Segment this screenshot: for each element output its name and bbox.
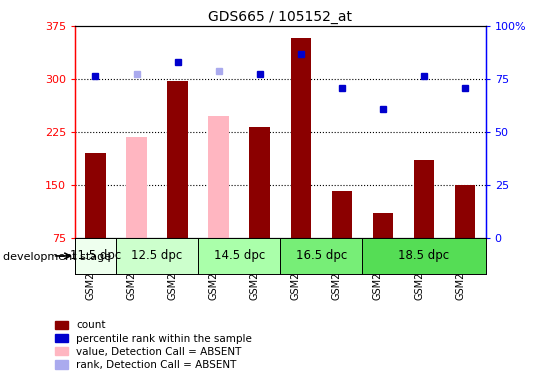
Bar <box>414 160 435 238</box>
Legend: count, percentile rank within the sample, value, Detection Call = ABSENT, rank, : count, percentile rank within the sample… <box>55 320 252 370</box>
Bar <box>209 116 229 238</box>
Bar <box>85 153 105 238</box>
Text: 11.5 dpc: 11.5 dpc <box>70 249 121 262</box>
Bar <box>127 137 147 238</box>
Bar <box>280 238 362 274</box>
Title: GDS665 / 105152_at: GDS665 / 105152_at <box>208 10 352 24</box>
Bar <box>75 238 116 274</box>
Bar <box>373 213 393 238</box>
Bar <box>362 238 486 274</box>
Bar <box>291 38 311 238</box>
Bar <box>455 185 475 238</box>
Text: 12.5 dpc: 12.5 dpc <box>132 249 183 262</box>
Text: development stage: development stage <box>3 252 111 262</box>
Bar <box>168 81 188 238</box>
Bar <box>250 127 270 238</box>
Bar <box>332 191 352 238</box>
Text: 16.5 dpc: 16.5 dpc <box>296 249 347 262</box>
Bar <box>116 238 198 274</box>
Text: 14.5 dpc: 14.5 dpc <box>214 249 265 262</box>
Text: 18.5 dpc: 18.5 dpc <box>398 249 450 262</box>
Bar <box>198 238 280 274</box>
